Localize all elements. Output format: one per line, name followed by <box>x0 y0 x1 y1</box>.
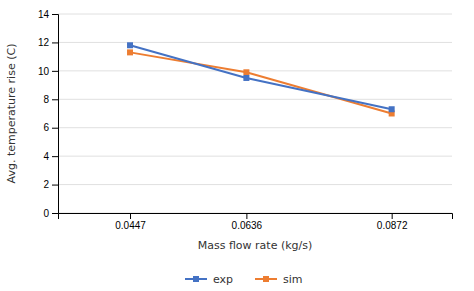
series-group <box>127 42 395 116</box>
tick: 8 <box>43 94 58 105</box>
tick-label: 4 <box>43 151 49 162</box>
chart: 0.0447 0.0636 0.0872 0 2 4 6 8 10 12 14 Mass flow r… <box>0 0 474 291</box>
tick-label: 0.0636 <box>232 220 263 231</box>
tick-mark <box>52 128 58 129</box>
tick: 12 <box>38 37 58 48</box>
grid-line <box>58 156 452 157</box>
tick-mark <box>52 156 58 157</box>
tick-label: 6 <box>43 122 49 133</box>
x-axis: 0.0447 0.0636 0.0872 <box>59 213 453 231</box>
grid-line <box>58 70 452 71</box>
series <box>127 49 395 116</box>
tick-mark <box>52 213 58 214</box>
line <box>130 52 392 113</box>
tick: 14 <box>38 9 58 20</box>
tick-label: 10 <box>38 66 50 77</box>
tick-label: 0.0872 <box>377 220 408 231</box>
tick-label: 14 <box>38 9 50 20</box>
tick-mark <box>392 213 393 219</box>
tick: 0.0872 <box>377 213 408 231</box>
tick: 0 <box>43 208 58 219</box>
legend-label: exp <box>213 273 233 286</box>
tick-mark <box>52 71 58 72</box>
tick-label: 0.0447 <box>115 220 146 231</box>
legend-item: exp <box>185 273 233 286</box>
x-axis-title: Mass flow rate (kg/s) <box>198 239 313 252</box>
legend-marker <box>263 276 269 282</box>
grid-line <box>58 184 452 185</box>
y-axis-title: Avg. temperature rise (C) <box>5 44 18 184</box>
tick: 10 <box>38 66 58 77</box>
tick: 4 <box>43 151 58 162</box>
grid <box>58 14 452 213</box>
tick: 6 <box>43 122 58 133</box>
tick-label: 0 <box>43 208 49 219</box>
marker <box>127 42 133 48</box>
tick-mark <box>52 14 58 15</box>
tick-mark <box>246 213 247 219</box>
tick: 2 <box>43 179 58 190</box>
line <box>130 45 392 109</box>
grid-line <box>58 127 452 128</box>
marker <box>243 69 249 75</box>
legend-label: sim <box>283 273 303 286</box>
y-axis: 0 2 4 6 8 10 12 14 <box>38 9 59 219</box>
tick-mark <box>52 99 58 100</box>
tick-label: 8 <box>43 94 49 105</box>
grid-line <box>58 14 452 15</box>
legend-marker <box>193 276 199 282</box>
marker <box>127 49 133 55</box>
axis-line <box>52 15 59 214</box>
plot-area: 0.0447 0.0636 0.0872 0 2 4 6 8 10 12 14 <box>38 9 453 231</box>
marker <box>243 75 249 81</box>
tick-mark <box>130 213 131 219</box>
marker <box>389 106 395 112</box>
series <box>127 42 395 112</box>
tick-label: 12 <box>38 37 50 48</box>
tick-label: 2 <box>43 179 49 190</box>
grid-line <box>58 42 452 43</box>
tick-mark <box>52 185 58 186</box>
tick: 0.0447 <box>115 213 146 231</box>
axis-line <box>59 214 453 220</box>
legend: exp sim <box>185 273 303 286</box>
legend-item: sim <box>255 273 303 286</box>
tick-mark <box>52 42 58 43</box>
tick: 0.0636 <box>232 213 263 231</box>
grid-line <box>58 99 452 100</box>
